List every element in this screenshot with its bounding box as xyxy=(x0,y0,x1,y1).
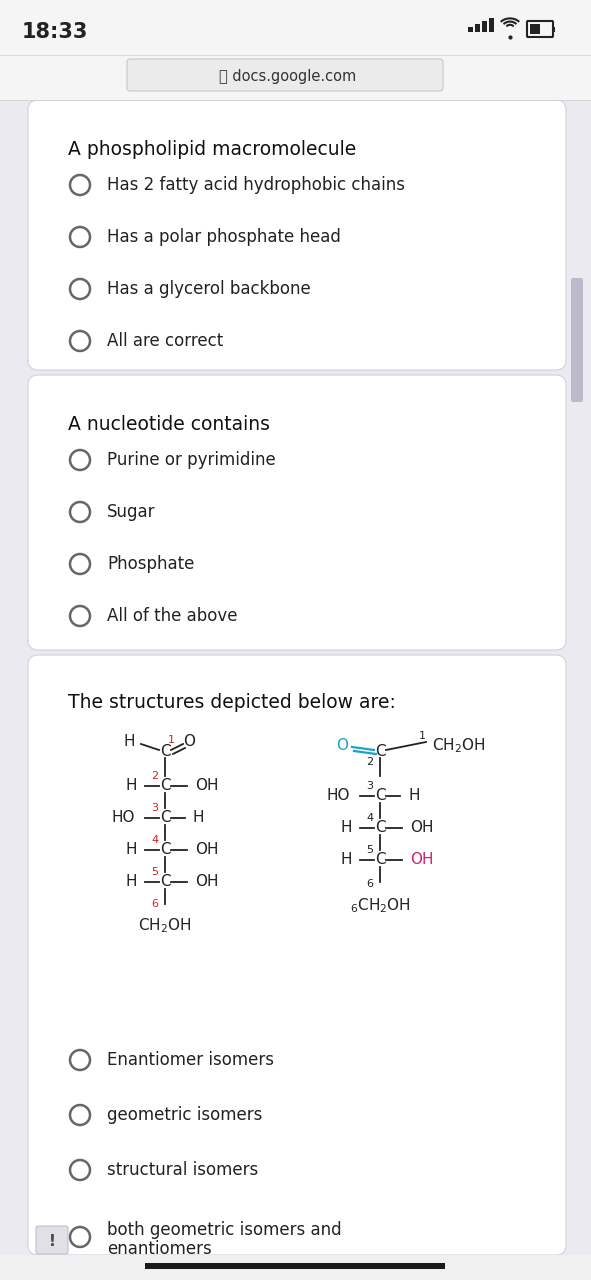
Bar xyxy=(482,20,487,32)
FancyBboxPatch shape xyxy=(28,100,566,370)
Text: both geometric isomers and: both geometric isomers and xyxy=(107,1221,342,1239)
Text: enantiomers: enantiomers xyxy=(107,1240,212,1258)
Text: 5: 5 xyxy=(366,845,374,855)
FancyBboxPatch shape xyxy=(571,278,583,402)
Text: 1: 1 xyxy=(418,731,426,741)
Text: OH: OH xyxy=(410,820,434,836)
Text: C: C xyxy=(375,745,385,759)
Text: A nucleotide contains: A nucleotide contains xyxy=(68,415,270,434)
Text: CH$_2$OH: CH$_2$OH xyxy=(138,916,191,934)
Text: OH: OH xyxy=(195,874,219,890)
Text: geometric isomers: geometric isomers xyxy=(107,1106,262,1124)
Text: H: H xyxy=(340,820,352,836)
Text: All are correct: All are correct xyxy=(107,332,223,349)
Bar xyxy=(145,1263,445,1268)
Text: Phosphate: Phosphate xyxy=(107,556,194,573)
Text: H: H xyxy=(124,735,135,750)
Text: !: ! xyxy=(48,1234,56,1248)
Bar xyxy=(0,0,591,55)
Text: Has a polar phosphate head: Has a polar phosphate head xyxy=(107,228,341,246)
Text: 4: 4 xyxy=(366,813,374,823)
Text: C: C xyxy=(375,820,385,836)
Text: A phospholipid macromolecule: A phospholipid macromolecule xyxy=(68,140,356,159)
Text: 1: 1 xyxy=(167,735,174,745)
Text: 4: 4 xyxy=(151,835,158,845)
Text: HO: HO xyxy=(112,810,135,826)
Text: OH: OH xyxy=(195,778,219,794)
Text: CH$_2$OH: CH$_2$OH xyxy=(432,737,485,755)
Text: 🔒 docs.google.com: 🔒 docs.google.com xyxy=(219,69,356,83)
Text: Enantiomer isomers: Enantiomer isomers xyxy=(107,1051,274,1069)
Text: OH: OH xyxy=(410,852,434,868)
Text: The structures depicted below are:: The structures depicted below are: xyxy=(68,692,396,712)
Text: Purine or pyrimidine: Purine or pyrimidine xyxy=(107,451,276,468)
Text: C: C xyxy=(375,788,385,804)
Text: Sugar: Sugar xyxy=(107,503,155,521)
Bar xyxy=(552,27,555,32)
Text: H: H xyxy=(125,778,137,794)
FancyBboxPatch shape xyxy=(36,1226,68,1254)
Bar xyxy=(0,55,591,100)
Bar xyxy=(530,24,540,35)
FancyBboxPatch shape xyxy=(28,375,566,650)
Text: structural isomers: structural isomers xyxy=(107,1161,258,1179)
Text: All of the above: All of the above xyxy=(107,607,238,625)
Bar xyxy=(489,18,494,32)
Bar xyxy=(475,24,480,32)
Text: H: H xyxy=(125,874,137,890)
Text: 2: 2 xyxy=(366,756,374,767)
Text: H: H xyxy=(340,852,352,868)
Text: 6: 6 xyxy=(151,899,158,909)
Text: C: C xyxy=(160,745,170,759)
FancyBboxPatch shape xyxy=(28,655,566,1254)
Text: O: O xyxy=(183,735,195,750)
Text: H: H xyxy=(125,842,137,858)
Text: HO: HO xyxy=(326,788,350,804)
Bar xyxy=(468,27,473,32)
Text: C: C xyxy=(160,874,170,890)
FancyBboxPatch shape xyxy=(127,59,443,91)
Text: 3: 3 xyxy=(366,781,374,791)
Text: 6: 6 xyxy=(366,879,374,890)
Text: 2: 2 xyxy=(151,771,158,781)
Text: Has 2 fatty acid hydrophobic chains: Has 2 fatty acid hydrophobic chains xyxy=(107,175,405,195)
Text: H: H xyxy=(408,788,420,804)
Text: $_6$CH$_2$OH: $_6$CH$_2$OH xyxy=(349,896,410,915)
Text: Has a glycerol backbone: Has a glycerol backbone xyxy=(107,280,311,298)
Bar xyxy=(0,1254,591,1280)
Text: OH: OH xyxy=(195,842,219,858)
Text: C: C xyxy=(160,810,170,826)
Text: C: C xyxy=(160,778,170,794)
Text: C: C xyxy=(160,842,170,858)
Text: H: H xyxy=(193,810,204,826)
Text: C: C xyxy=(375,852,385,868)
Text: 3: 3 xyxy=(151,803,158,813)
Text: 5: 5 xyxy=(151,867,158,877)
Text: 18:33: 18:33 xyxy=(22,22,89,42)
Text: O: O xyxy=(336,737,348,753)
